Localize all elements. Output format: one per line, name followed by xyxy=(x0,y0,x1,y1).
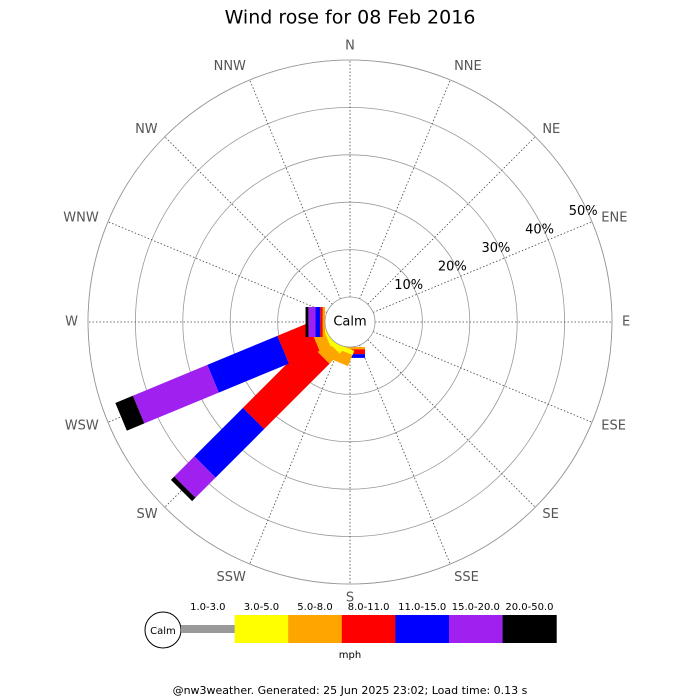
direction-label: SSW xyxy=(217,570,247,585)
spoke xyxy=(107,221,328,313)
legend-unit: mph xyxy=(339,650,361,661)
spoke xyxy=(367,136,536,305)
legend-swatch xyxy=(288,615,343,643)
direction-label: WSW xyxy=(65,419,99,434)
direction-label: E xyxy=(622,315,630,330)
wind-bar-segment xyxy=(194,407,265,478)
r-tick-label: 50% xyxy=(569,204,598,219)
direction-label: NNE xyxy=(454,59,482,74)
direction-label: NNW xyxy=(214,59,246,74)
wind-bar-segment xyxy=(308,307,316,337)
legend-swatch xyxy=(341,615,396,643)
spoke xyxy=(359,344,451,565)
grid-ring xyxy=(87,59,613,585)
legend-label: 5.0-8.0 xyxy=(297,602,332,613)
legend-label: 20.0-50.0 xyxy=(505,602,553,613)
wind-bar-segment xyxy=(322,307,325,337)
wind-bar-segment xyxy=(132,364,219,424)
wind-bar-segment xyxy=(335,347,365,350)
spoke xyxy=(164,136,333,305)
legend-swatch xyxy=(449,615,504,643)
wind-bar-segment xyxy=(174,456,216,498)
r-tick-label: 20% xyxy=(438,260,467,275)
calm-label: Calm xyxy=(333,315,366,330)
direction-label: NE xyxy=(542,122,560,137)
calm-circle xyxy=(324,296,376,348)
grid-ring xyxy=(182,154,518,490)
spoke xyxy=(372,221,593,313)
r-tick-label: 30% xyxy=(481,241,510,256)
spoke xyxy=(367,339,536,508)
legend-swatch xyxy=(502,615,557,643)
direction-label: W xyxy=(65,315,78,330)
direction-label: ESE xyxy=(601,419,626,434)
grid-ring xyxy=(277,249,423,395)
wind-bar-segment xyxy=(170,476,196,502)
legend-label: 11.0-15.0 xyxy=(398,602,446,613)
legend-label: 3.0-5.0 xyxy=(244,602,279,613)
legend-label: 15.0-20.0 xyxy=(452,602,500,613)
wind-bar-segment xyxy=(242,342,330,430)
direction-label: S xyxy=(346,591,354,606)
direction-label: SE xyxy=(542,507,558,522)
direction-label: WNW xyxy=(63,210,99,225)
direction-label: N xyxy=(345,39,355,54)
wind-bar-segment xyxy=(320,307,323,337)
spoke xyxy=(359,79,451,300)
legend-swatch xyxy=(181,625,236,633)
footer: @nw3weather. Generated: 25 Jun 2025 23:0… xyxy=(173,684,528,697)
legend-label: 8.0-11.0 xyxy=(348,602,390,613)
chart-title: Wind rose for 08 Feb 2016 xyxy=(225,7,476,29)
legend-swatch xyxy=(234,615,289,643)
wind-bar-segment xyxy=(305,307,309,337)
legend-swatch xyxy=(395,615,450,643)
spoke xyxy=(372,331,593,423)
wind-bar-segment xyxy=(115,395,145,431)
spoke xyxy=(249,344,341,565)
spoke xyxy=(249,79,341,300)
legend-calm-label: Calm xyxy=(150,626,176,637)
wind-bar-segment xyxy=(207,335,289,393)
wind-bar-segment xyxy=(315,307,321,337)
r-tick-label: 10% xyxy=(394,278,423,293)
direction-label: NW xyxy=(135,122,158,137)
direction-label: SW xyxy=(137,507,158,522)
legend-label: 1.0-3.0 xyxy=(190,602,225,613)
r-tick-label: 40% xyxy=(525,223,554,238)
direction-label: ENE xyxy=(601,210,627,225)
direction-label: SSE xyxy=(454,570,479,585)
